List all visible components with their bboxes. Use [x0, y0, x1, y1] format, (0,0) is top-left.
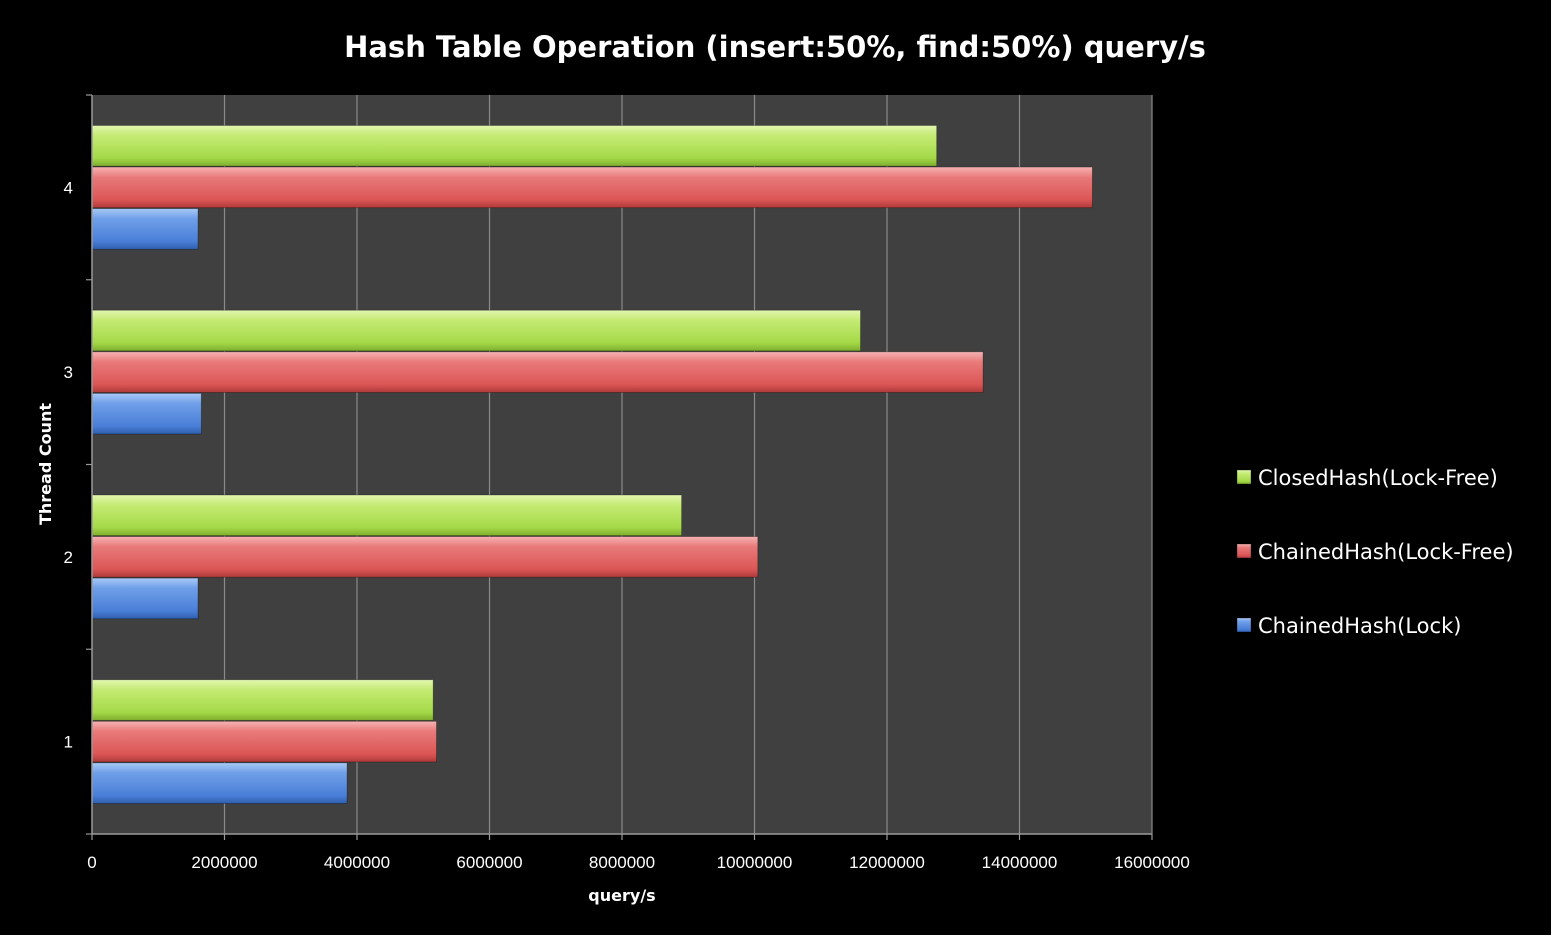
x-tick-label: 4000000 — [324, 853, 390, 872]
x-tick-label: 6000000 — [456, 853, 522, 872]
y-tick-label: 1 — [64, 733, 73, 752]
legend: ClosedHash(Lock-Free) ChainedHash(Lock-Fr… — [1236, 466, 1514, 638]
legend-swatch — [1236, 543, 1252, 559]
bar-closedhash-lock-free-2 — [91, 494, 683, 537]
x-tick-label: 8000000 — [589, 853, 655, 872]
legend-label: ChainedHash(Lock-Free) — [1258, 540, 1514, 564]
axes — [86, 94, 1153, 840]
legend-swatch — [1236, 469, 1252, 485]
y-tick-label: 4 — [64, 178, 73, 197]
y-tick-label: 2 — [64, 548, 73, 567]
x-tick-label: 12000000 — [849, 853, 925, 872]
x-tick-label: 0 — [87, 853, 96, 872]
bar-chainedhash-lock-3 — [91, 392, 202, 435]
chart-title: Hash Table Operation (insert:50%, find:5… — [344, 30, 1206, 64]
y-tick-label: 3 — [64, 363, 73, 382]
bar-closedhash-lock-free-3 — [91, 309, 861, 352]
y-axis-title: Thread Count — [36, 403, 55, 525]
legend-label: ClosedHash(Lock-Free) — [1258, 466, 1498, 490]
bar-chainedhash-lock-4 — [91, 208, 199, 250]
bar-chainedhash-lock-free-1 — [91, 720, 437, 763]
gridlines — [223, 95, 1153, 834]
bars — [91, 125, 1093, 804]
legend-label: ChainedHash(Lock) — [1258, 614, 1461, 638]
y-tick-labels: 1 2 3 4 — [64, 178, 73, 751]
bar-chainedhash-lock-2 — [91, 577, 199, 620]
bar-chainedhash-lock-free-4 — [91, 166, 1093, 209]
x-tick-label: 10000000 — [717, 853, 793, 872]
x-tick-label: 2000000 — [191, 853, 257, 872]
bar-chainedhash-lock-free-2 — [91, 536, 759, 578]
bar-chainedhash-lock-1 — [91, 762, 348, 804]
bar-closedhash-lock-free-4 — [91, 125, 938, 167]
x-tick-labels: 0 2000000 4000000 6000000 8000000 10000000 120… — [87, 853, 1190, 872]
x-tick-label: 14000000 — [982, 853, 1058, 872]
x-tick-label: 16000000 — [1114, 853, 1190, 872]
x-axis-title: query/s — [588, 886, 655, 905]
bar-chainedhash-lock-free-3 — [91, 351, 984, 393]
legend-swatch — [1236, 617, 1252, 633]
bar-closedhash-lock-free-1 — [91, 679, 434, 721]
